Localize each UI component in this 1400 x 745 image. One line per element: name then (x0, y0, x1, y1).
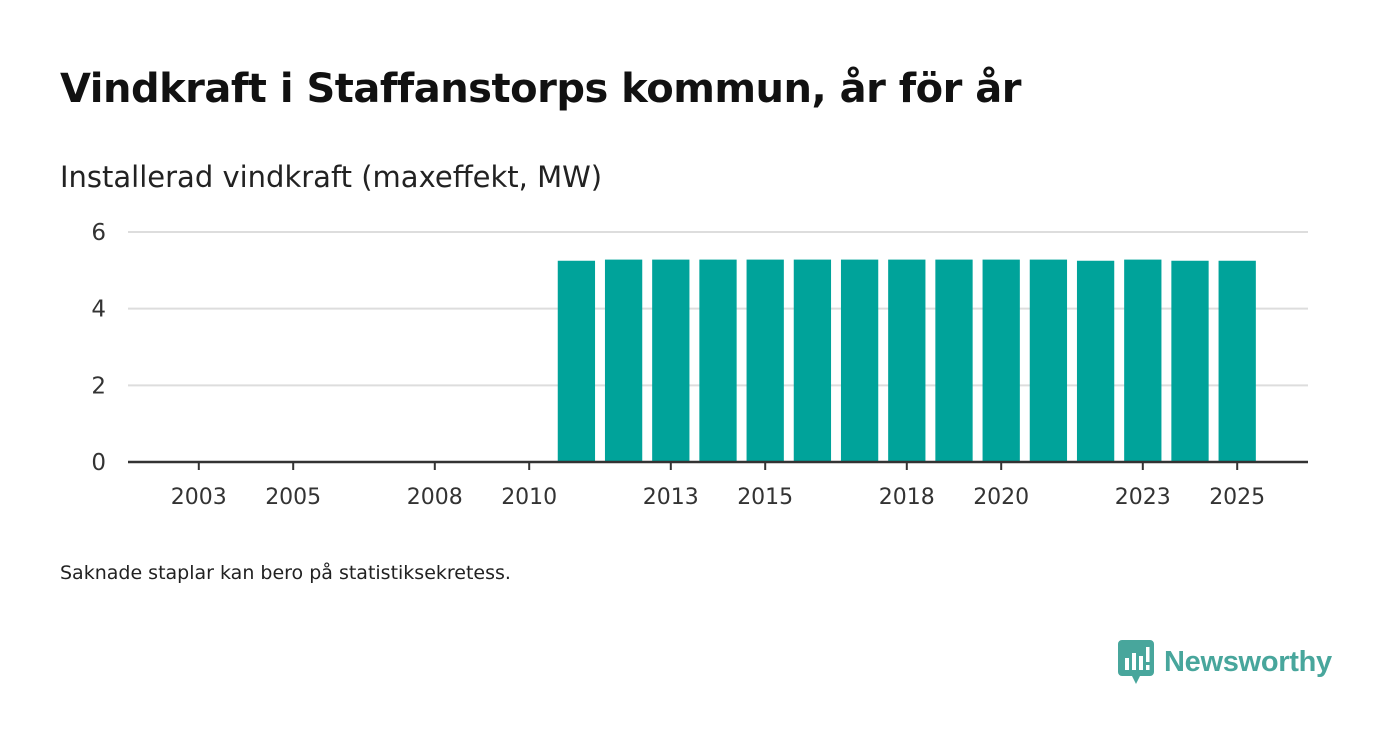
bar-2012[interactable] (604, 259, 643, 462)
bar-2021[interactable] (1029, 259, 1068, 462)
bar-2011[interactable] (557, 260, 596, 462)
bar-2017[interactable] (840, 259, 879, 462)
bar-chart: 0 2 4 6 2003 2005 2008 2010 2013 2015 2018 2020 202… (91, 220, 1308, 510)
bars (557, 259, 1256, 462)
x-tick-label: 2025 (1209, 485, 1265, 510)
chart-subtitle: Installerad vindkraft (maxeffekt, MW) (60, 160, 603, 194)
y-tick-label: 4 (91, 297, 106, 323)
brand-logo[interactable]: Newsworthy (1118, 640, 1332, 684)
bar-2013[interactable] (652, 259, 690, 462)
bar-2014[interactable] (699, 259, 737, 462)
x-tick-label: 2015 (737, 485, 793, 510)
x-tick-label: 2008 (407, 485, 463, 510)
x-tick-label: 2013 (643, 485, 699, 510)
bar-2024[interactable] (1171, 260, 1209, 462)
y-axis-ticks: 0 2 4 6 (91, 220, 106, 476)
x-tick-label: 2010 (501, 485, 557, 510)
y-tick-label: 0 (91, 450, 106, 476)
bar-2019[interactable] (935, 259, 973, 462)
x-tick-label: 2003 (171, 485, 227, 510)
bar-2016[interactable] (793, 259, 832, 462)
brand-name: Newsworthy (1164, 645, 1332, 678)
x-tick-label: 2020 (973, 485, 1029, 510)
bar-2023[interactable] (1124, 259, 1162, 462)
chart-title: Vindkraft i Staffanstorps kommun, år för… (60, 66, 1022, 112)
x-axis-ticks: 2003 2005 2008 2010 2013 2015 2018 2020 2023 2025 (171, 462, 1265, 510)
footnote: Saknade staplar kan bero på statistiksek… (60, 562, 511, 584)
newsworthy-logo-icon (1118, 640, 1154, 684)
bar-2015[interactable] (746, 259, 784, 462)
y-tick-label: 2 (91, 373, 106, 399)
bar-2022[interactable] (1076, 260, 1115, 462)
x-tick-label: 2018 (879, 485, 935, 510)
y-tick-label: 6 (91, 220, 106, 246)
bar-2020[interactable] (982, 259, 1020, 462)
bar-2018[interactable] (888, 259, 926, 462)
x-tick-label: 2005 (265, 485, 321, 510)
bar-2025[interactable] (1218, 260, 1256, 462)
x-tick-label: 2023 (1115, 485, 1171, 510)
